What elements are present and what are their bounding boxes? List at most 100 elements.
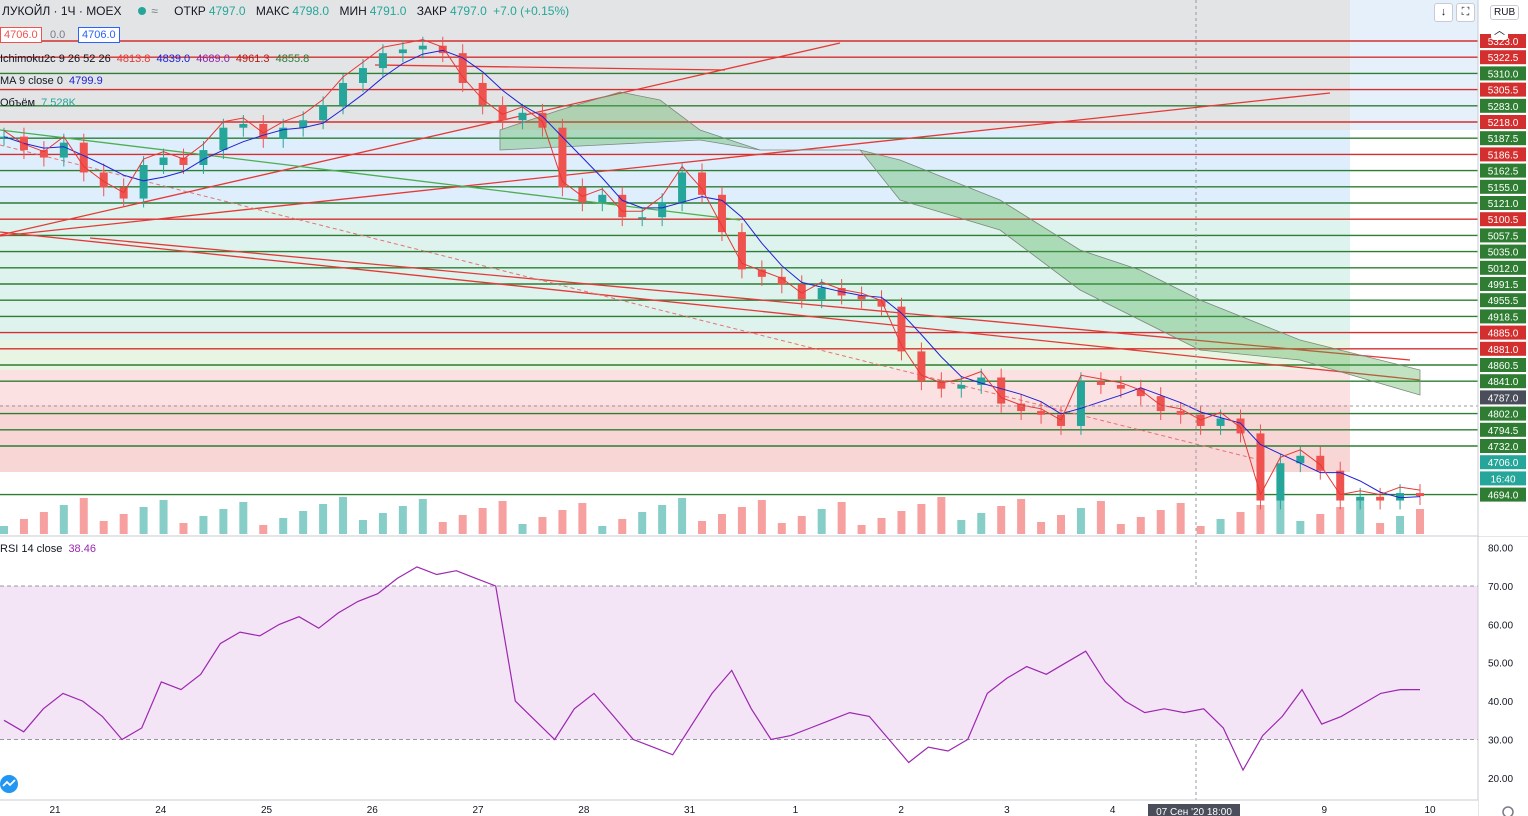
price-label[interactable]: 5057.5 xyxy=(1488,231,1519,242)
candle[interactable] xyxy=(1076,381,1085,426)
candle[interactable] xyxy=(1416,493,1424,497)
candle[interactable] xyxy=(79,142,88,173)
settings-gear-icon[interactable] xyxy=(1502,806,1514,816)
candle[interactable] xyxy=(937,381,946,389)
ma-legend[interactable]: MA 9 close 0 4799.9 xyxy=(0,75,106,87)
candle[interactable] xyxy=(598,194,607,203)
candle[interactable] xyxy=(438,45,447,54)
candle[interactable] xyxy=(877,299,886,307)
price-label[interactable]: 4802.0 xyxy=(1488,410,1519,421)
candle[interactable] xyxy=(578,187,587,203)
candle[interactable] xyxy=(1096,381,1105,385)
candle[interactable] xyxy=(99,172,108,188)
candle[interactable] xyxy=(299,120,308,128)
candle[interactable] xyxy=(219,127,228,151)
candle[interactable] xyxy=(737,232,746,270)
candle[interactable] xyxy=(1316,455,1325,471)
candle[interactable] xyxy=(159,157,168,165)
candle[interactable] xyxy=(618,194,627,218)
candle[interactable] xyxy=(1376,496,1385,501)
ichimoku-legend[interactable]: Ichimoku2c 9 26 52 26 4813.8 4839.0 4689… xyxy=(0,53,312,65)
price-label[interactable]: 4881.0 xyxy=(1488,345,1519,356)
candle[interactable] xyxy=(698,172,707,195)
download-icon[interactable]: ↓ xyxy=(1434,3,1453,22)
candle[interactable] xyxy=(0,136,8,139)
candle[interactable] xyxy=(897,306,906,352)
candle[interactable] xyxy=(857,295,866,300)
candle[interactable] xyxy=(678,172,687,203)
candle[interactable] xyxy=(478,82,487,106)
price-label[interactable]: 5283.0 xyxy=(1488,102,1519,113)
candle[interactable] xyxy=(1116,384,1125,389)
price-label[interactable]: 5322.5 xyxy=(1488,53,1519,64)
candle[interactable] xyxy=(518,112,527,121)
candle[interactable] xyxy=(239,123,248,128)
candle[interactable] xyxy=(259,123,268,139)
candle[interactable] xyxy=(538,112,547,128)
price-label[interactable]: 16:40 xyxy=(1490,474,1515,485)
candle[interactable] xyxy=(1156,396,1165,412)
candle[interactable] xyxy=(1336,470,1345,501)
candle[interactable] xyxy=(1216,418,1225,426)
candle[interactable] xyxy=(1236,418,1245,434)
trend-line[interactable] xyxy=(374,64,726,71)
candle[interactable] xyxy=(199,150,208,165)
symbol-legend[interactable]: ЛУКОЙЛ · 1Ч · MOEX ≈ ОТКР 4797.0 МАКС 4798… xyxy=(2,4,572,18)
trend-line[interactable] xyxy=(89,237,1411,361)
tradingview-logo[interactable] xyxy=(0,775,18,793)
candle[interactable] xyxy=(977,377,986,385)
price-label[interactable]: 5035.0 xyxy=(1488,248,1519,259)
rsi-pane[interactable] xyxy=(0,566,1478,772)
symbol-title[interactable]: ЛУКОЙЛ · 1Ч · MOEX xyxy=(2,4,122,18)
currency-button[interactable]: RUB xyxy=(1490,5,1520,20)
price-label[interactable]: 4918.5 xyxy=(1488,312,1519,323)
price-label[interactable]: 4794.5 xyxy=(1488,426,1519,437)
collapse-icon[interactable]: ︿ xyxy=(1491,23,1508,40)
candle[interactable] xyxy=(179,157,188,165)
price-label[interactable]: 5100.5 xyxy=(1488,215,1519,226)
rsi-legend[interactable]: RSI 14 close 38.46 xyxy=(0,543,99,555)
candle[interactable] xyxy=(39,150,48,158)
candle[interactable] xyxy=(1017,403,1026,412)
price-label[interactable]: 5187.5 xyxy=(1488,134,1519,145)
candle[interactable] xyxy=(658,202,667,218)
candle[interactable] xyxy=(139,164,148,199)
trend-line[interactable] xyxy=(0,231,1421,381)
price-scale[interactable]: 5323.0 5322.5 5310.0 5305.5 5283.0 5218.0 5187… xyxy=(1480,34,1526,502)
candle[interactable] xyxy=(339,82,348,106)
candle[interactable] xyxy=(1256,433,1265,501)
price-label[interactable]: 4694.0 xyxy=(1488,491,1519,502)
candle[interactable] xyxy=(418,45,427,50)
price-label[interactable]: 4885.0 xyxy=(1488,329,1519,340)
buy-price-button[interactable]: 4706.0 xyxy=(78,27,120,43)
price-label[interactable]: 5012.0 xyxy=(1488,264,1519,275)
price-label[interactable]: 5310.0 xyxy=(1488,69,1519,80)
candle[interactable] xyxy=(458,53,467,83)
price-label[interactable]: 5155.0 xyxy=(1488,183,1519,194)
price-label[interactable]: 4991.5 xyxy=(1488,280,1519,291)
trend-line[interactable] xyxy=(0,92,1331,237)
candle[interactable] xyxy=(59,142,68,158)
candle[interactable] xyxy=(1296,455,1305,464)
candle[interactable] xyxy=(1276,463,1285,501)
price-label[interactable]: 5218.0 xyxy=(1488,118,1519,129)
price-label[interactable]: 4706.0 xyxy=(1488,458,1519,469)
candle[interactable] xyxy=(997,377,1006,404)
candle[interactable] xyxy=(777,276,786,285)
candle[interactable] xyxy=(279,127,288,139)
rsi-scale[interactable]: 80.00 70.00 60.00 50.00 40.00 30.00 20.00 xyxy=(1488,544,1513,785)
candle[interactable] xyxy=(1136,388,1145,397)
candle[interactable] xyxy=(1037,411,1046,415)
candle[interactable] xyxy=(717,194,726,233)
rsi-line[interactable] xyxy=(3,566,1420,772)
candle[interactable] xyxy=(797,284,806,300)
price-label[interactable]: 5323.0 xyxy=(1488,37,1519,48)
candle[interactable] xyxy=(558,127,567,188)
candle[interactable] xyxy=(1396,493,1405,501)
price-label[interactable]: 5162.5 xyxy=(1488,167,1519,178)
candle[interactable] xyxy=(638,217,647,219)
price-label[interactable]: 4841.0 xyxy=(1488,377,1519,388)
candle[interactable] xyxy=(917,351,926,382)
price-label[interactable]: 4787.0 xyxy=(1488,393,1519,404)
candle[interactable] xyxy=(757,269,766,277)
